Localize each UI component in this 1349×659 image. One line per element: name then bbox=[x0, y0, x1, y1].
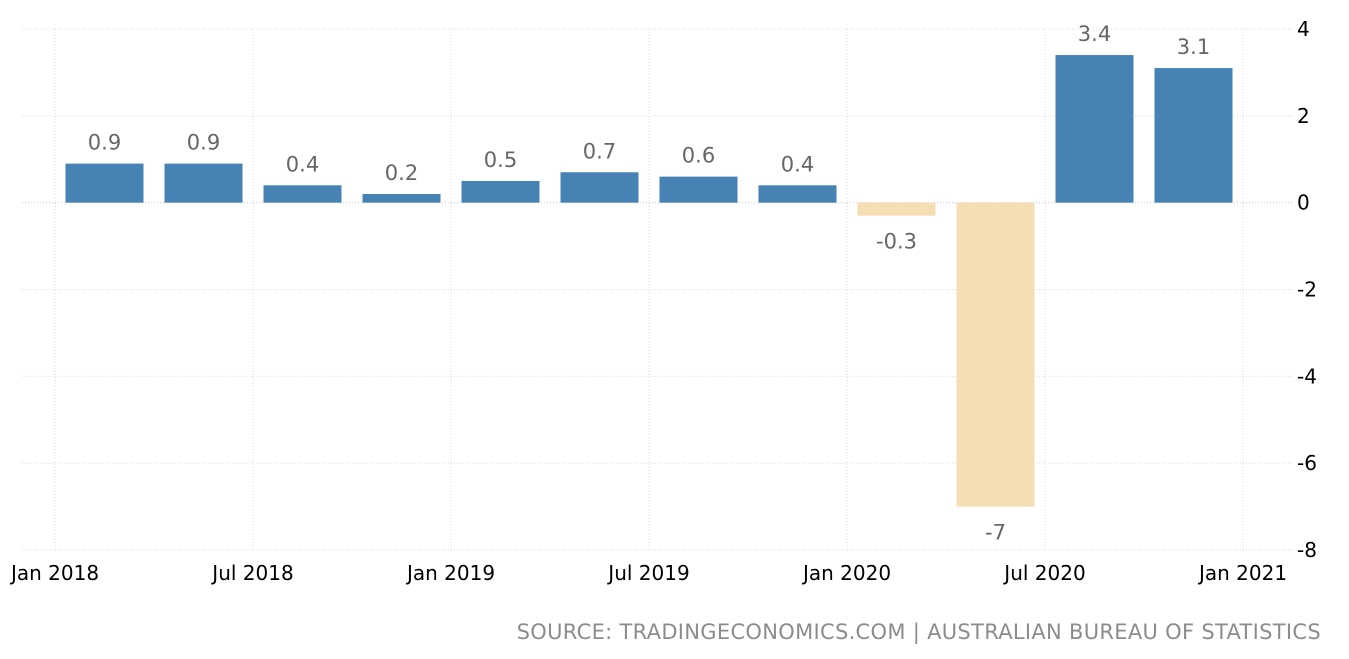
x-tick-label: Jan 2021 bbox=[1197, 561, 1287, 585]
bar-value-label: 0.6 bbox=[682, 144, 715, 168]
bar bbox=[461, 180, 540, 203]
bar bbox=[65, 163, 144, 203]
bar-value-label: -0.3 bbox=[876, 230, 917, 254]
bar bbox=[560, 172, 639, 203]
bar bbox=[1055, 55, 1134, 203]
y-tick-label: 0 bbox=[1297, 191, 1310, 215]
x-tick-label: Jan 2018 bbox=[9, 561, 99, 585]
x-tick-label: Jul 2019 bbox=[606, 561, 689, 585]
y-tick-label: -6 bbox=[1297, 451, 1317, 475]
bar bbox=[362, 193, 441, 203]
source-caption: SOURCE: TRADINGECONOMICS.COM | AUSTRALIA… bbox=[516, 620, 1321, 644]
y-axis-ticks: 4 2 0 -2 -4 -6 -8 bbox=[1297, 17, 1317, 562]
bar bbox=[263, 185, 342, 203]
bar-value-labels: 0.9 0.9 0.4 0.2 0.5 0.7 0.6 0.4 -0.3 -7 3.4 3.1 bbox=[88, 22, 1210, 545]
bar-value-label: 0.5 bbox=[484, 148, 517, 172]
bar-value-label: 0.4 bbox=[781, 152, 814, 176]
bar-value-label: 3.1 bbox=[1177, 35, 1210, 59]
bars bbox=[65, 55, 1233, 507]
bar-value-label: 0.4 bbox=[286, 152, 319, 176]
x-tick-label: Jan 2019 bbox=[405, 561, 495, 585]
x-axis-ticks: Jan 2018 Jul 2018 Jan 2019 Jul 2019 Jan 2020… bbox=[9, 561, 1287, 585]
bar bbox=[659, 176, 738, 203]
bar bbox=[164, 163, 243, 203]
bar-value-label: 0.9 bbox=[88, 131, 121, 155]
x-tick-label: Jul 2018 bbox=[210, 561, 293, 585]
bar bbox=[1154, 68, 1233, 203]
bar-value-label: 0.2 bbox=[385, 161, 418, 185]
y-tick-label: -8 bbox=[1297, 538, 1317, 562]
bar-value-label: 0.7 bbox=[583, 139, 616, 163]
y-tick-label: 2 bbox=[1297, 104, 1310, 128]
y-tick-label: -2 bbox=[1297, 278, 1317, 302]
x-tick-label: Jul 2020 bbox=[1002, 561, 1085, 585]
bar-value-label: 0.9 bbox=[187, 131, 220, 155]
x-tick-label: Jan 2020 bbox=[801, 561, 891, 585]
bar bbox=[956, 202, 1035, 507]
bar-value-label: -7 bbox=[985, 521, 1006, 545]
bar-value-label: 3.4 bbox=[1078, 22, 1111, 46]
y-tick-label: -4 bbox=[1297, 364, 1317, 388]
bar bbox=[758, 185, 837, 203]
y-tick-label: 4 bbox=[1297, 17, 1310, 41]
bar bbox=[857, 202, 936, 216]
